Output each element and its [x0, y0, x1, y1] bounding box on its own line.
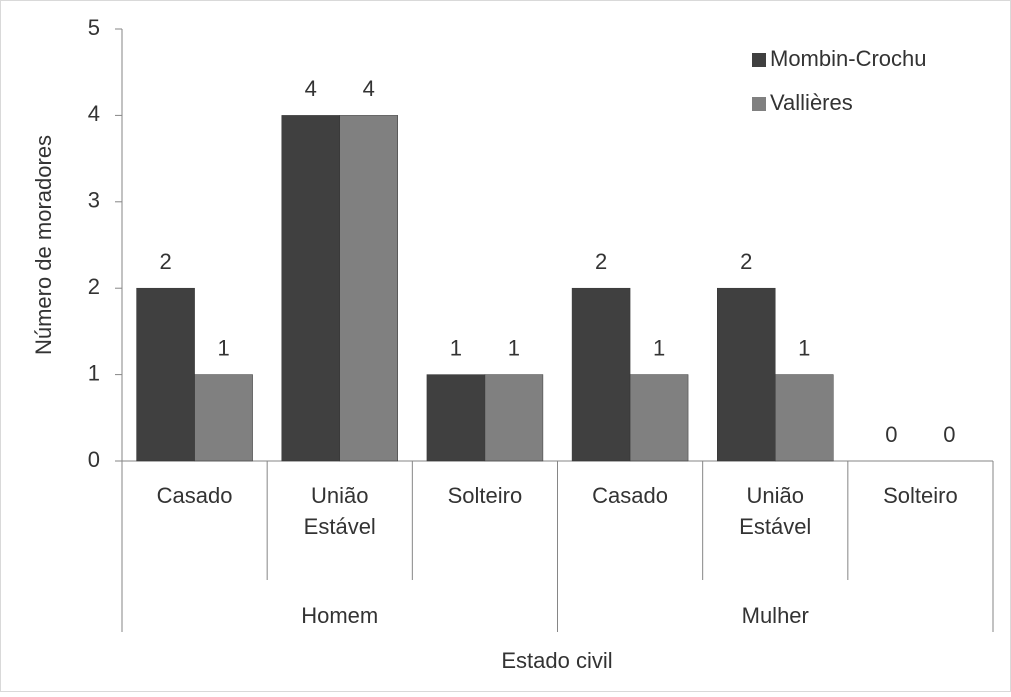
data-label: 2: [740, 249, 752, 274]
y-tick-label: 0: [88, 447, 100, 472]
x-axis-title: Estado civil: [501, 648, 612, 673]
bar: [629, 374, 689, 462]
x-tick-label: União Estável: [739, 483, 811, 539]
x-tick-label-line: União: [311, 483, 368, 508]
y-tick-label: 1: [88, 360, 100, 385]
data-label: 1: [217, 335, 229, 360]
legend-swatch: [752, 53, 766, 67]
x-tick-label: Solteiro: [448, 483, 523, 508]
y-tick-label: 5: [88, 15, 100, 40]
x-tick-label: Casado: [592, 483, 668, 508]
bar: [484, 374, 544, 462]
bar: [426, 374, 486, 462]
bar: [717, 287, 776, 462]
data-label: 1: [508, 335, 520, 360]
bar: [136, 287, 195, 462]
data-label: 0: [885, 422, 897, 447]
bar: [339, 115, 398, 462]
x-tick-label-line: União: [747, 483, 804, 508]
bar: [571, 287, 631, 462]
data-label: 4: [305, 76, 317, 101]
group-label: Homem: [301, 603, 378, 628]
legend-swatch: [752, 97, 766, 111]
x-tick-label: União Estável: [304, 483, 376, 539]
data-label: 0: [943, 422, 955, 447]
data-label: 2: [595, 249, 607, 274]
data-label: 1: [798, 335, 810, 360]
x-tick-label: Solteiro: [883, 483, 958, 508]
y-tick-label: 4: [88, 101, 100, 126]
y-tick-label: 2: [88, 274, 100, 299]
group-label: Mulher: [742, 603, 809, 628]
bar: [281, 115, 340, 462]
y-axis-title: Número de moradores: [31, 135, 56, 355]
x-tick-label-line: Estável: [739, 514, 811, 539]
data-label: 2: [159, 249, 171, 274]
data-label: 1: [450, 335, 462, 360]
bar: [775, 374, 834, 462]
bar: [194, 374, 253, 462]
data-label: 1: [653, 335, 665, 360]
legend-label: Vallières: [770, 90, 853, 115]
legend-label: Mombin-Crochu: [770, 46, 927, 71]
data-label: 4: [363, 76, 375, 101]
y-tick-label: 3: [88, 188, 100, 213]
x-tick-label-line: Estável: [304, 514, 376, 539]
x-tick-label: Casado: [157, 483, 233, 508]
